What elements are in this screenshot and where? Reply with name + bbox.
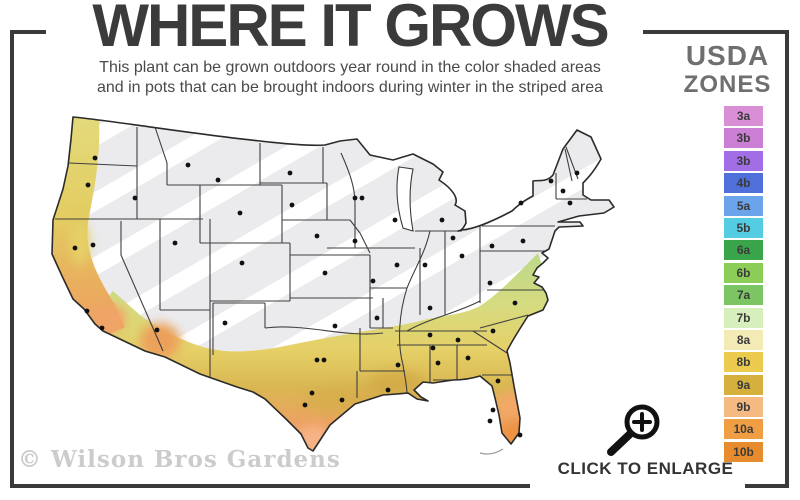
city-dot — [392, 217, 398, 223]
city-dot — [370, 278, 376, 284]
city-dot — [517, 432, 523, 438]
city-dot — [427, 332, 433, 338]
city-dot — [394, 262, 400, 268]
city-dot — [84, 308, 90, 314]
lake-michigan — [396, 166, 414, 232]
city-dots — [72, 155, 580, 438]
city-dot — [339, 397, 345, 403]
frame-bottom-right-arm — [745, 484, 789, 488]
city-dot — [427, 305, 433, 311]
watermark: © Wilson Bros Gardens — [18, 446, 341, 473]
city-dot — [237, 210, 243, 216]
city-dot — [490, 328, 496, 334]
zone-chip-8b: 8b — [724, 352, 763, 373]
frame-right — [785, 30, 789, 488]
zone-chip-3b: 3b — [724, 150, 763, 171]
city-dot — [92, 155, 98, 161]
city-dot — [512, 300, 518, 306]
us-zone-map[interactable] — [25, 103, 665, 463]
city-dot — [574, 170, 580, 176]
city-dot — [322, 270, 328, 276]
city-dot — [132, 195, 138, 201]
city-dot — [90, 242, 96, 248]
city-dot — [239, 260, 245, 266]
subtitle: This plant can be grown outdoors year ro… — [0, 58, 700, 98]
city-dot — [385, 387, 391, 393]
zone-chip-7a: 7a — [724, 285, 763, 306]
city-dot — [560, 188, 566, 194]
legend-title-zones: ZONES — [683, 71, 772, 98]
map-fill-layers — [52, 117, 614, 451]
city-dot — [487, 418, 493, 424]
click-to-enlarge-label[interactable]: CLICK TO ENLARGE — [557, 459, 734, 478]
city-dot — [302, 402, 308, 408]
frame-bottom-left — [10, 484, 530, 488]
city-dot — [185, 162, 191, 168]
city-dot — [222, 320, 228, 326]
city-dot — [422, 262, 428, 268]
city-dot — [520, 238, 526, 244]
frame-top-left-arm — [10, 30, 46, 34]
city-dot — [352, 195, 358, 201]
page-title: WHERE IT GROWS — [92, 0, 609, 59]
city-dot — [490, 407, 496, 413]
city-dot — [487, 280, 493, 286]
magnifier-zoom-icon[interactable] — [598, 396, 668, 464]
subtitle-line-2: and in pots that can be brought indoors … — [96, 79, 604, 96]
subtitle-line-1: This plant can be grown outdoors year ro… — [99, 59, 601, 76]
zone-chip-3b: 3b — [724, 128, 763, 149]
city-dot — [332, 323, 338, 329]
zone-chip-5a: 5a — [724, 195, 763, 216]
city-dot — [359, 195, 365, 201]
city-dot — [459, 253, 465, 259]
city-dot — [489, 243, 495, 249]
florida-keys — [479, 448, 504, 455]
zone-chip-6a: 6a — [724, 240, 763, 261]
legend-title-usda: USDA — [685, 40, 770, 71]
city-dot — [455, 337, 461, 343]
city-dot — [85, 182, 91, 188]
city-dot — [172, 240, 178, 246]
zone-chip-7b: 7b — [724, 307, 763, 328]
city-dot — [430, 345, 436, 351]
zone-chip-10a: 10a — [724, 419, 763, 440]
city-dot — [439, 217, 445, 223]
zone-chip-10b: 10b — [724, 441, 763, 462]
city-dot — [314, 357, 320, 363]
city-dot — [352, 238, 358, 244]
city-dot — [465, 355, 471, 361]
city-dot — [395, 362, 401, 368]
city-dot — [435, 360, 441, 366]
zone-chip-5b: 5b — [724, 217, 763, 238]
frame-left — [10, 30, 14, 488]
legend-title: USDA ZONES — [655, 42, 800, 97]
city-dot — [99, 325, 105, 331]
city-dot — [314, 233, 320, 239]
zone-chip-6b: 6b — [724, 262, 763, 283]
city-dot — [215, 177, 221, 183]
city-dot — [321, 357, 327, 363]
state-borders — [55, 126, 587, 398]
frame-top-right — [643, 30, 789, 34]
city-dot — [287, 170, 293, 176]
city-dot — [495, 378, 501, 384]
city-dot — [289, 202, 295, 208]
zone-chip-9b: 9b — [724, 397, 763, 418]
zone-chip-3a: 3a — [724, 106, 763, 126]
city-dot — [450, 235, 456, 241]
zone-chip-4b: 4b — [724, 173, 763, 194]
city-dot — [72, 245, 78, 251]
city-dot — [154, 327, 160, 333]
city-dot — [548, 178, 554, 184]
zone-chip-9a: 9a — [724, 374, 763, 395]
city-dot — [374, 315, 380, 321]
city-dot — [567, 200, 573, 206]
zone-chip-8a: 8a — [724, 329, 763, 350]
city-dot — [309, 390, 315, 396]
city-dot — [518, 200, 524, 206]
usda-zone-legend: 3a 3b 3b 4b 5a 5b 6a 6b 7a 7b 8a 8b 9a 9b 10a 10b — [724, 106, 763, 464]
